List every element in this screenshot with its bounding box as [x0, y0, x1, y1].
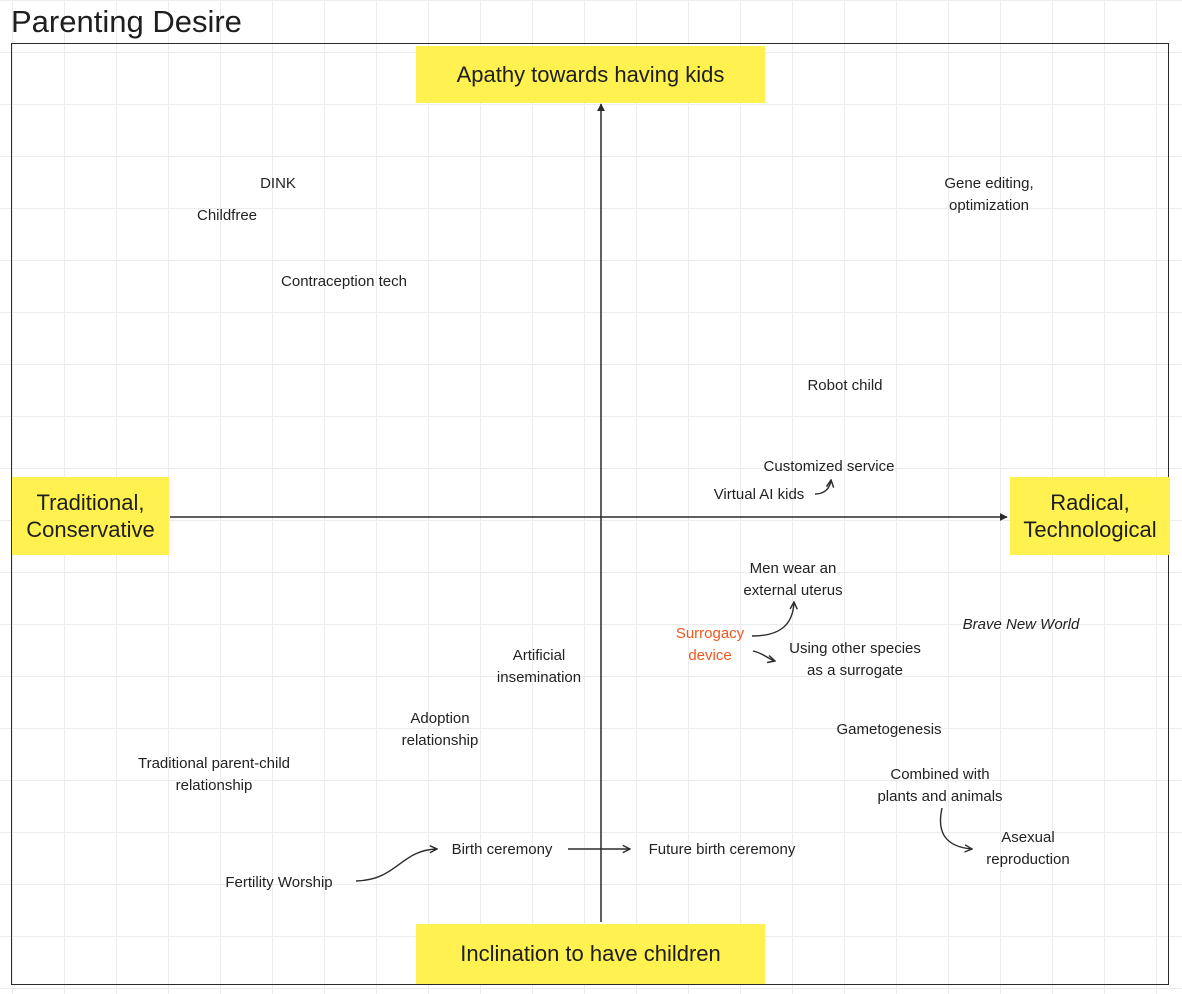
item-surrogacy-device: Surrogacy device [675, 625, 745, 664]
item-gene-editing: Gene editing, optimization [944, 175, 1034, 214]
arrow-fertility-to-birth [355, 849, 437, 882]
item-future-birth-ceremony: Future birth ceremony [648, 841, 796, 858]
item-combined-plants-animals: Combined with plants and animals [877, 766, 1003, 805]
item-birth-ceremony: Birth ceremony [451, 841, 553, 858]
item-asexual-reproduction: Asexual reproduction [986, 829, 1070, 868]
item-childfree: Childfree [196, 207, 258, 224]
item-brave-new-world: Brave New World [962, 616, 1080, 633]
item-dink: DINK [260, 175, 296, 192]
item-other-species-surrogate: Using other species as a surrogate [789, 640, 921, 679]
arrow-virtual-to-customized [814, 480, 831, 495]
item-men-external-uterus: Men wear an external uterus [743, 560, 843, 599]
item-contraception-tech: Contraception tech [281, 273, 407, 290]
item-adoption-relationship: Adoption relationship [401, 710, 479, 749]
item-virtual-ai-kids: Virtual AI kids [713, 486, 805, 503]
axis-top-label: Apathy towards having kids [416, 46, 765, 103]
axis-left-label: Traditional, Conservative [12, 477, 169, 555]
item-traditional-parent-child: Traditional parent-child relationship [137, 755, 291, 794]
item-gametogenesis: Gametogenesis [836, 721, 942, 738]
item-fertility-worship: Fertility Worship [225, 874, 333, 891]
board-title: Parenting Desire [11, 4, 242, 39]
item-artificial-insemination: Artificial insemination [496, 647, 582, 686]
axis-right-label: Radical, Technological [1010, 477, 1170, 555]
arrow-combined-to-asexual [939, 807, 972, 849]
item-customized-service: Customized service [763, 458, 895, 475]
arrow-surrogacy-to-uterus [751, 602, 794, 637]
arrow-surrogacy-to-species [752, 650, 775, 661]
item-robot-child: Robot child [807, 377, 883, 394]
axis-bottom-label: Inclination to have children [416, 924, 765, 984]
